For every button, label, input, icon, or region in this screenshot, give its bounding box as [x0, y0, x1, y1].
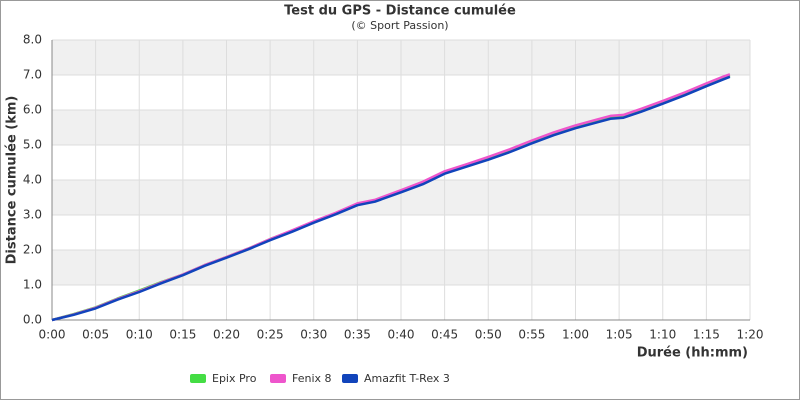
legend-swatch — [270, 374, 286, 383]
y-axis-title: Distance cumulée (km) — [5, 96, 20, 265]
x-tick-label: 0:10 — [126, 328, 153, 342]
x-tick-label: 1:10 — [649, 328, 676, 342]
x-tick-label: 0:05 — [82, 328, 109, 342]
x-tick-label: 0:00 — [39, 328, 66, 342]
y-tick-label: 1.0 — [23, 278, 42, 292]
x-tick-label: 0:20 — [213, 328, 240, 342]
legend-swatch — [342, 374, 358, 383]
x-tick-label: 0:25 — [257, 328, 284, 342]
y-tick-label: 7.0 — [23, 68, 42, 82]
series-line — [51, 75, 731, 322]
x-tick-label: 1:00 — [562, 328, 589, 342]
y-tick-label: 8.0 — [23, 33, 42, 47]
x-tick-label: 0:15 — [169, 328, 196, 342]
x-tick-label: 0:50 — [475, 328, 502, 342]
x-tick-label: 1:05 — [606, 328, 633, 342]
legend-label: Epix Pro — [212, 372, 257, 385]
x-tick-label: 0:55 — [518, 328, 545, 342]
legend-label: Fenix 8 — [292, 372, 332, 385]
y-tick-label: 4.0 — [23, 173, 42, 187]
x-axis-title: Durée (hh:mm) — [637, 346, 748, 361]
legend-swatch — [190, 374, 206, 383]
x-tick-label: 0:45 — [431, 328, 458, 342]
chart-title: Test du GPS - Distance cumulée — [284, 4, 516, 19]
y-tick-label: 3.0 — [23, 208, 42, 222]
y-tick-label: 0.0 — [23, 313, 42, 327]
x-tick-label: 0:40 — [388, 328, 415, 342]
legend-label: Amazfit T-Rex 3 — [364, 372, 450, 385]
y-tick-label: 5.0 — [23, 138, 42, 152]
y-tick-label: 6.0 — [23, 103, 42, 117]
y-tick-label: 2.0 — [23, 243, 42, 257]
x-tick-label: 1:20 — [737, 328, 764, 342]
x-tick-label: 0:35 — [344, 328, 371, 342]
x-tick-label: 0:30 — [300, 328, 327, 342]
chart-subtitle: (© Sport Passion) — [351, 19, 448, 32]
x-tick-label: 1:15 — [693, 328, 720, 342]
